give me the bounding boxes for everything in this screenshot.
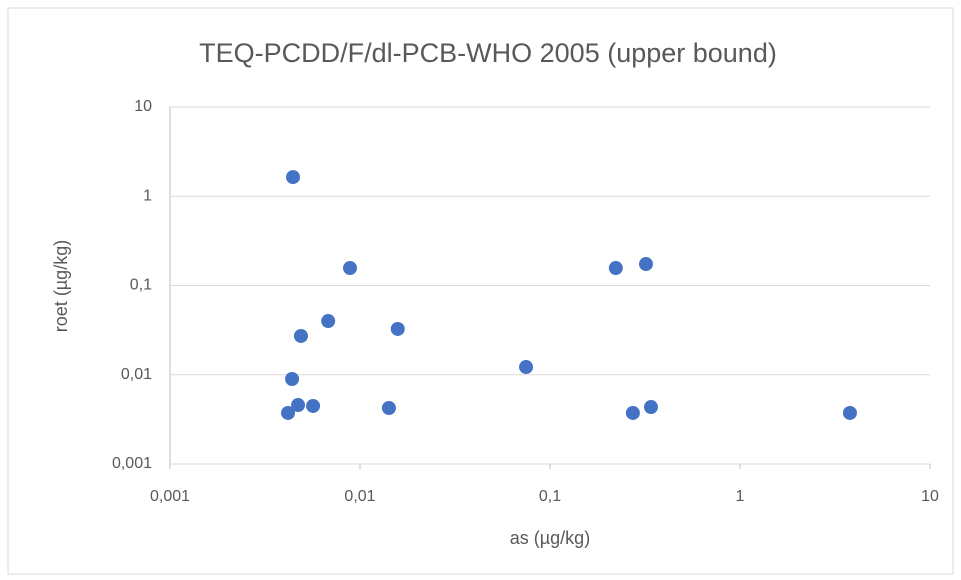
chart-title: TEQ-PCDD/F/dl-PCB-WHO 2005 (upper bound): [199, 38, 777, 68]
y-tick-label: 10: [134, 98, 152, 115]
x-tick-label: 0,01: [344, 488, 375, 505]
y-tick-label: 0,001: [112, 455, 152, 472]
point: [293, 328, 308, 343]
x-axis-label: as (µg/kg): [510, 528, 590, 548]
y-axis-label: roet (µg/kg): [51, 240, 71, 332]
point: [281, 405, 296, 420]
x-tick-label: 0,1: [539, 488, 561, 505]
y-tick-label: 0,01: [121, 366, 152, 383]
point: [643, 400, 658, 415]
y-tick-label: 1: [143, 187, 152, 204]
point: [390, 321, 405, 336]
point: [638, 257, 653, 272]
y-tick-label: 0,1: [130, 277, 152, 294]
point: [343, 261, 358, 276]
point: [842, 405, 857, 420]
x-tick-label: 1: [736, 488, 745, 505]
point: [285, 372, 300, 387]
point: [291, 398, 306, 413]
x-tick-label: 0,001: [150, 488, 190, 505]
point: [381, 401, 396, 416]
chart-frame: [7, 7, 954, 575]
point: [306, 398, 321, 413]
x-tick-label: 10: [921, 488, 939, 505]
point: [608, 261, 623, 276]
point: [321, 314, 336, 329]
point: [286, 170, 301, 185]
point: [519, 360, 534, 375]
point: [625, 405, 640, 420]
